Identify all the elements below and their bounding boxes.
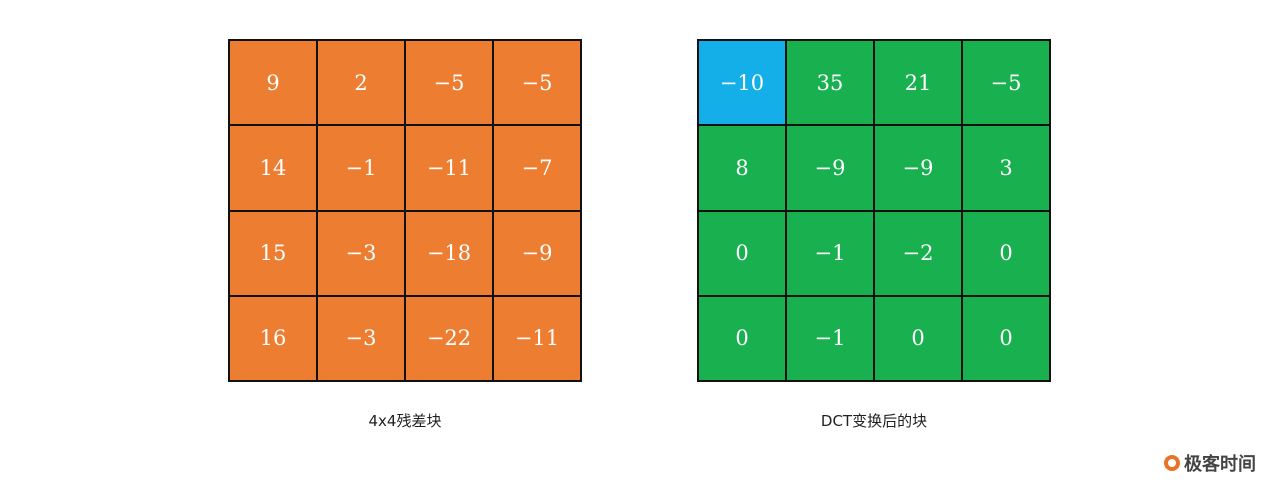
matrix-cell: −7 <box>493 125 581 211</box>
residual-block-caption: 4x4残差块 <box>368 412 442 430</box>
matrix-cell: −3 <box>317 210 405 296</box>
matrix-cell: 16 <box>229 295 317 381</box>
matrix-cell: −1 <box>317 125 405 211</box>
matrix-cell: 0 <box>962 295 1050 381</box>
matrix-cell: 0 <box>698 210 786 296</box>
dc-coefficient-cell: −10 <box>698 40 786 126</box>
matrix-cell: −11 <box>405 125 493 211</box>
matrix-cell: −2 <box>874 210 962 296</box>
logo-text: 极客时间 <box>1184 454 1256 475</box>
matrix-cell: −18 <box>405 210 493 296</box>
logo-icon <box>1164 455 1180 471</box>
matrix-cell: 2 <box>317 40 405 126</box>
matrix-cell: 14 <box>229 125 317 211</box>
matrix-cell: 3 <box>962 125 1050 211</box>
matrix-cell: 0 <box>962 210 1050 296</box>
matrix-cell: −9 <box>874 125 962 211</box>
matrix-cell: −22 <box>405 295 493 381</box>
matrix-cell: 15 <box>229 210 317 296</box>
matrix-cell: −1 <box>786 295 874 381</box>
matrix-cell: −1 <box>786 210 874 296</box>
matrix-cell: −5 <box>493 40 581 126</box>
matrix-cell: 35 <box>786 40 874 126</box>
matrix-cell: −3 <box>317 295 405 381</box>
matrix-cell: −9 <box>786 125 874 211</box>
dct-block-caption: DCT变换后的块 <box>820 412 928 430</box>
matrix-cell: 0 <box>698 295 786 381</box>
matrix-cell: 0 <box>874 295 962 381</box>
matrix-cell: −11 <box>493 295 581 381</box>
matrix-cell: −5 <box>962 40 1050 126</box>
matrix-cell: −9 <box>493 210 581 296</box>
matrix-cell: 21 <box>874 40 962 126</box>
geektime-logo: 极客时间 <box>1164 450 1256 476</box>
dct-block-grid: −10 35 21 −5 8 −9 −9 3 0 −1 −2 0 0 −1 0 0 <box>697 39 1051 382</box>
residual-block-grid: 9 2 −5 −5 14 −1 −11 −7 15 −3 −18 −9 16 −3 −22 −11 <box>228 39 582 382</box>
matrix-cell: −5 <box>405 40 493 126</box>
matrix-cell: 9 <box>229 40 317 126</box>
matrix-cell: 8 <box>698 125 786 211</box>
